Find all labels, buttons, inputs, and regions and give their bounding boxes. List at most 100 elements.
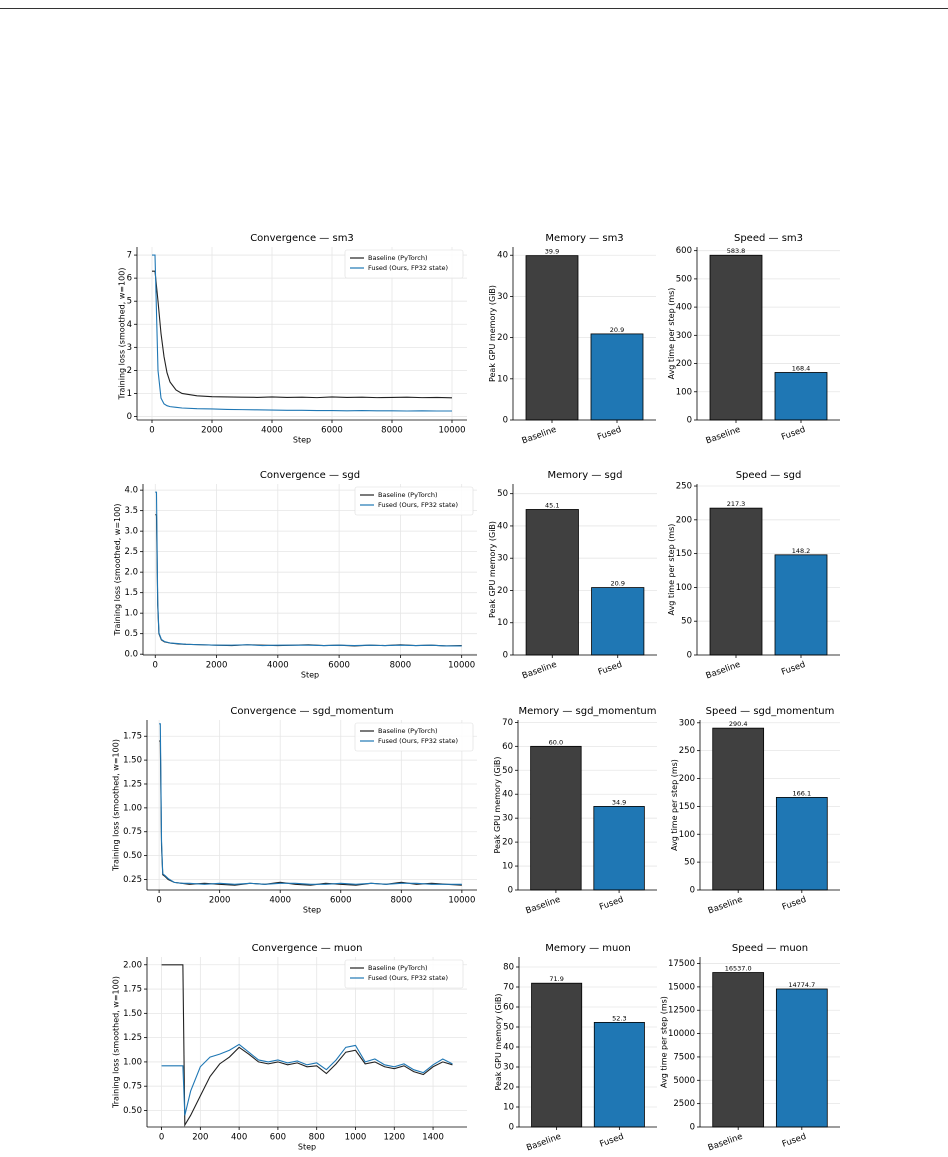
y-tick-label: 40 xyxy=(502,790,513,800)
x-tick-label: Fused xyxy=(781,895,808,913)
bar-value-label: 39.9 xyxy=(545,248,559,256)
y-tick-label: 0 xyxy=(127,412,132,422)
legend-box xyxy=(354,486,474,516)
y-tick-label: 400 xyxy=(676,303,692,313)
y-tick-label: 100 xyxy=(676,387,692,397)
y-tick-label: 10 xyxy=(497,374,508,384)
bar-value-label: 14774.7 xyxy=(788,981,815,989)
y-tick-label: 300 xyxy=(676,331,692,341)
y-tick-label: 4.0 xyxy=(124,486,138,496)
y-tick-label: 0 xyxy=(690,1123,695,1133)
x-tick-label: 2000 xyxy=(209,896,231,906)
x-tick-label: 6000 xyxy=(321,426,343,436)
y-tick-label: 70 xyxy=(502,718,513,728)
y-axis-label: Training loss (smoothed, w=100) xyxy=(117,268,126,401)
y-tick-label: 15000 xyxy=(668,982,695,992)
bar-value-label: 583.8 xyxy=(727,247,746,255)
y-axis-label: Avg time per step (ms) xyxy=(660,996,669,1088)
x-tick-label: 4000 xyxy=(269,896,291,906)
x-tick-label: 0 xyxy=(156,896,161,906)
y-tick-label: 0 xyxy=(508,886,513,896)
x-tick-label: Fused xyxy=(781,1132,808,1150)
legend-label: Baseline (PyTorch) xyxy=(378,491,438,499)
y-tick-label: 1.50 xyxy=(123,1009,142,1019)
x-tick-label: Fused xyxy=(596,425,623,443)
bar-value-label: 16537.0 xyxy=(725,965,752,973)
y-axis-label: Training loss (smoothed, w=100) xyxy=(113,504,122,637)
y-tick-label: 50 xyxy=(681,617,692,627)
legend-label: Fused (Ours, FP32 state) xyxy=(378,737,458,745)
y-tick-label: 0 xyxy=(687,651,692,661)
bar xyxy=(775,797,828,891)
bar xyxy=(593,806,645,891)
y-tick-label: 0 xyxy=(690,886,695,896)
x-tick-label: 4000 xyxy=(261,426,283,436)
y-tick-label: 70 xyxy=(503,983,514,993)
x-tick-label: 6000 xyxy=(328,661,350,671)
y-tick-label: 200 xyxy=(676,359,692,369)
y-tick-label: 200 xyxy=(679,774,695,784)
y-tick-label: 50 xyxy=(502,766,513,776)
x-tick-label: Baseline xyxy=(521,425,558,447)
x-axis-label: Step xyxy=(303,906,321,915)
y-tick-label: 100 xyxy=(676,583,692,593)
line-series xyxy=(152,270,453,399)
y-tick-label: 2.0 xyxy=(124,568,138,578)
y-tick-label: 150 xyxy=(676,549,692,559)
y-axis-label: Peak GPU memory (GiB) xyxy=(488,521,497,618)
bar-value-label: 52.3 xyxy=(612,1014,626,1022)
x-axis-label: Step xyxy=(293,436,311,445)
bar xyxy=(525,255,579,421)
y-tick-label: 250 xyxy=(676,482,692,492)
y-tick-label: 0.75 xyxy=(123,827,142,837)
bar xyxy=(774,554,828,656)
y-tick-label: 7 xyxy=(127,251,132,261)
legend: Baseline (PyTorch) Fused (Ours, FP32 stat… xyxy=(354,722,474,752)
chart-title: Speed — sgd_momentum xyxy=(706,706,835,717)
y-axis-label: Peak GPU memory (GiB) xyxy=(488,285,497,382)
y-tick-label: 0 xyxy=(687,416,692,426)
y-tick-label: 1.25 xyxy=(123,779,142,789)
chart-title: Convergence — muon xyxy=(252,943,363,954)
y-tick-label: 30 xyxy=(503,1063,514,1073)
y-tick-label: 0.5 xyxy=(124,629,138,639)
y-tick-label: 3.5 xyxy=(124,506,138,516)
y-tick-label: 0 xyxy=(509,1123,514,1133)
line-series xyxy=(159,723,462,885)
x-tick-label: Fused xyxy=(780,660,807,678)
x-tick-label: Fused xyxy=(597,660,624,678)
x-tick-label: Fused xyxy=(780,425,807,443)
x-tick-label: 0 xyxy=(149,426,154,436)
y-tick-label: 1.5 xyxy=(124,588,138,598)
x-tick-label: 8000 xyxy=(390,661,412,671)
line-series xyxy=(159,740,462,886)
y-tick-label: 30 xyxy=(497,554,508,564)
chart-title: Convergence — sm3 xyxy=(250,233,354,244)
chart-title: Speed — muon xyxy=(732,943,808,954)
y-tick-label: 0.25 xyxy=(123,875,142,885)
chart-title: Memory — sgd xyxy=(548,470,623,481)
bar-value-label: 20.9 xyxy=(610,326,624,334)
y-tick-label: 10 xyxy=(497,618,508,628)
y-tick-label: 40 xyxy=(497,521,508,531)
bar xyxy=(774,372,828,421)
y-tick-label: 4 xyxy=(127,320,132,330)
bar-value-label: 290.4 xyxy=(729,720,748,728)
legend: Baseline (PyTorch) Fused (Ours, FP32 stat… xyxy=(344,249,464,279)
x-tick-label: Baseline xyxy=(707,895,744,917)
x-tick-label: Baseline xyxy=(524,895,561,917)
bar-value-label: 71.9 xyxy=(549,975,563,983)
line-series xyxy=(161,964,453,1128)
x-tick-label: 8000 xyxy=(390,896,412,906)
bar-value-label: 45.1 xyxy=(545,501,559,509)
y-tick-label: 200 xyxy=(676,515,692,525)
y-tick-label: 2500 xyxy=(673,1099,695,1109)
x-tick-label: 400 xyxy=(231,1133,247,1143)
y-tick-label: 600 xyxy=(676,246,692,256)
x-tick-label: 4000 xyxy=(267,661,289,671)
chart-title: Memory — sgd_momentum xyxy=(518,706,656,717)
y-tick-label: 6 xyxy=(127,274,132,284)
x-tick-label: 0 xyxy=(153,661,158,671)
y-tick-label: 1.00 xyxy=(123,803,142,813)
x-tick-label: Baseline xyxy=(705,425,742,447)
